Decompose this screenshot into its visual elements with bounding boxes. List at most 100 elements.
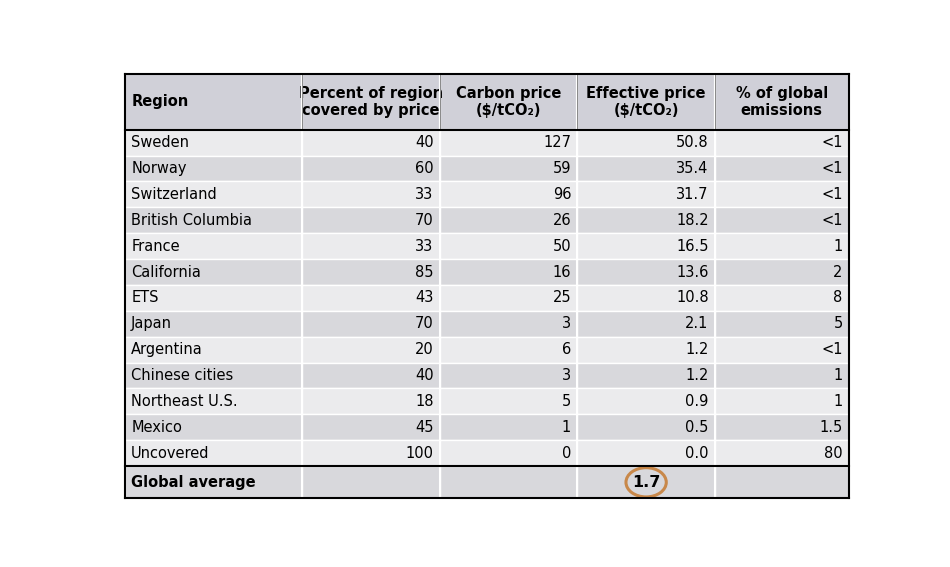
Bar [302, 388, 440, 414]
Bar [302, 311, 440, 337]
Bar [302, 181, 440, 208]
Bar [578, 181, 715, 208]
Bar [578, 414, 715, 440]
Text: 0: 0 [561, 446, 571, 461]
Bar [125, 311, 302, 337]
Text: California: California [131, 264, 201, 280]
Text: 35.4: 35.4 [676, 161, 709, 176]
Bar [440, 414, 578, 440]
Text: Switzerland: Switzerland [131, 187, 217, 202]
Bar [302, 155, 440, 181]
Text: 70: 70 [415, 316, 433, 331]
Bar [125, 414, 302, 440]
Bar [715, 233, 848, 259]
Text: 0.9: 0.9 [685, 394, 709, 409]
Bar [440, 74, 578, 130]
Bar [125, 285, 302, 311]
Bar [578, 233, 715, 259]
Bar [440, 259, 578, 285]
Text: 3: 3 [562, 316, 571, 331]
Bar [125, 233, 302, 259]
Text: 18.2: 18.2 [676, 213, 709, 228]
Text: <1: <1 [821, 135, 843, 150]
Text: Global average: Global average [131, 475, 256, 490]
Text: 0.5: 0.5 [685, 420, 709, 435]
Bar [715, 155, 848, 181]
Bar [125, 388, 302, 414]
Text: 50.8: 50.8 [676, 135, 709, 150]
Text: Chinese cities: Chinese cities [131, 368, 234, 383]
Text: Percent of region
covered by price: Percent of region covered by price [299, 86, 443, 118]
Bar [715, 259, 848, 285]
Text: 0.0: 0.0 [685, 446, 709, 461]
Text: 45: 45 [415, 420, 433, 435]
Text: ETS: ETS [131, 290, 159, 306]
Bar [440, 155, 578, 181]
Bar [578, 311, 715, 337]
Text: 127: 127 [543, 135, 571, 150]
Bar [302, 259, 440, 285]
Bar [715, 466, 848, 498]
Text: <1: <1 [821, 213, 843, 228]
Bar [302, 362, 440, 388]
Text: 31.7: 31.7 [676, 187, 709, 202]
Text: 96: 96 [553, 187, 571, 202]
Bar [125, 155, 302, 181]
Bar [578, 259, 715, 285]
Text: 16.5: 16.5 [676, 239, 709, 253]
Text: 60: 60 [415, 161, 433, 176]
Text: 1.5: 1.5 [819, 420, 843, 435]
Bar [125, 337, 302, 362]
Text: Japan: Japan [131, 316, 172, 331]
Bar [578, 155, 715, 181]
Text: 5: 5 [561, 394, 571, 409]
Bar [440, 233, 578, 259]
Bar [715, 388, 848, 414]
Bar [715, 74, 848, 130]
Text: <1: <1 [821, 342, 843, 357]
Bar [578, 130, 715, 155]
Text: Effective price
($/tCO₂): Effective price ($/tCO₂) [586, 86, 706, 118]
Text: % of global
emissions: % of global emissions [735, 86, 828, 118]
Text: 1: 1 [833, 394, 843, 409]
Text: 8: 8 [833, 290, 843, 306]
Bar [440, 337, 578, 362]
Text: 2: 2 [833, 264, 843, 280]
Bar [715, 181, 848, 208]
Bar [125, 74, 302, 130]
Bar [125, 259, 302, 285]
Text: 70: 70 [415, 213, 433, 228]
Bar [715, 362, 848, 388]
Bar [715, 208, 848, 233]
Bar [715, 285, 848, 311]
Bar [302, 233, 440, 259]
Bar [578, 74, 715, 130]
Bar [125, 466, 302, 498]
Bar [125, 208, 302, 233]
Bar [125, 440, 302, 466]
Bar [302, 208, 440, 233]
Text: <1: <1 [821, 187, 843, 202]
Text: 1: 1 [833, 239, 843, 253]
Text: 1.2: 1.2 [685, 368, 709, 383]
Bar [578, 285, 715, 311]
Bar [715, 311, 848, 337]
Text: 40: 40 [415, 368, 433, 383]
Bar [715, 337, 848, 362]
Text: 20: 20 [415, 342, 433, 357]
Bar [125, 362, 302, 388]
Bar [302, 414, 440, 440]
Bar [578, 337, 715, 362]
Bar [440, 466, 578, 498]
Text: 13.6: 13.6 [676, 264, 709, 280]
Bar [578, 208, 715, 233]
Text: <1: <1 [821, 161, 843, 176]
Text: 85: 85 [415, 264, 433, 280]
Text: 100: 100 [406, 446, 433, 461]
Text: Sweden: Sweden [131, 135, 189, 150]
Text: 26: 26 [553, 213, 571, 228]
Text: 3: 3 [562, 368, 571, 383]
Bar [440, 285, 578, 311]
Text: 40: 40 [415, 135, 433, 150]
Text: 43: 43 [415, 290, 433, 306]
